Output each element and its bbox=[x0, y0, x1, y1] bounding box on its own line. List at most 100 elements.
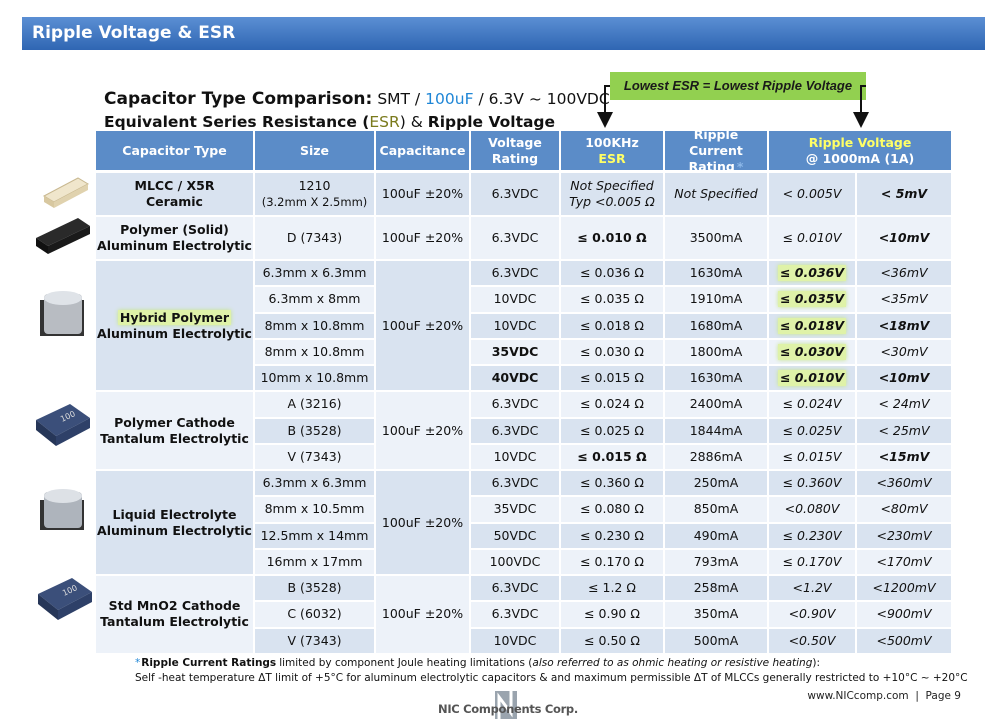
cell-line: Ceramic bbox=[135, 194, 215, 210]
cell-text: ≤ 0.230V bbox=[782, 527, 842, 543]
cell-text: Not Specified bbox=[570, 178, 654, 193]
cell-text: <15mV bbox=[878, 448, 930, 464]
cell-text: 6.3VDC bbox=[491, 580, 539, 596]
cell-text: Size bbox=[299, 142, 330, 158]
table-cell: V (7343) bbox=[255, 628, 374, 653]
cell-lines: Hybrid Polymer Aluminum Electrolytic bbox=[97, 309, 252, 342]
cell-text: 1800mA bbox=[689, 343, 743, 359]
table-cell: 100uF ±20% bbox=[376, 576, 469, 653]
cell-text: ≤ 0.036 Ω bbox=[580, 265, 644, 281]
table-cell: 6.3VDC bbox=[471, 602, 559, 627]
cell-text: 10mm x 10.8mm bbox=[260, 370, 369, 386]
cell-text: ≤ 0.015V bbox=[782, 448, 842, 464]
table-cell: ≤ 0.030 Ω bbox=[561, 339, 663, 364]
table-cell: ≤ 0.036V bbox=[769, 261, 855, 286]
cell-text: Std MnO2 Cathode bbox=[108, 598, 241, 614]
cell-line: Polymer Cathode bbox=[100, 415, 249, 431]
cell-text: 6.3VDC bbox=[491, 422, 539, 438]
cell-text: <170mV bbox=[876, 553, 932, 569]
cell-lines: Polymer (Solid) Aluminum Electrolytic bbox=[97, 222, 252, 254]
subtitle-part: ESR bbox=[369, 113, 400, 131]
cell-text: <30mV bbox=[880, 343, 928, 359]
table-cell: <0.50V bbox=[769, 628, 855, 653]
table-cell: 100uF ±20% bbox=[376, 217, 469, 259]
table-cell: Liquid Electrolyte Aluminum Electrolytic bbox=[96, 471, 253, 574]
table-cell: B (3528) bbox=[255, 576, 374, 601]
cell-text: 35VDC bbox=[491, 343, 539, 359]
cell-text: ≤ 0.010 Ω bbox=[577, 230, 647, 245]
table-cell: < 25mV bbox=[857, 418, 951, 443]
icon-aluminum bbox=[40, 489, 84, 530]
cell-text: <1.2V bbox=[792, 580, 832, 596]
footnote-part: ): bbox=[812, 657, 821, 669]
cell-text: Aluminum Electrolytic bbox=[97, 325, 252, 341]
cell-text: <1200mV bbox=[872, 580, 936, 596]
cell-text: <10mV bbox=[878, 370, 930, 386]
table-cell: 10VDC bbox=[471, 628, 559, 653]
cell-text: <360mV bbox=[876, 475, 932, 491]
table-cell: 12.5mm x 14mm bbox=[255, 523, 374, 548]
header-cell: Ripple Current Rating * bbox=[665, 127, 767, 174]
header-line: 100KHz bbox=[585, 135, 639, 151]
cell-text: < 25mV bbox=[878, 422, 930, 438]
cell-text: ≤ 0.230 Ω bbox=[580, 527, 644, 543]
cell-text: @ 1000mA (1A) bbox=[805, 150, 915, 166]
cell-text: Hybrid Polymer bbox=[117, 309, 232, 325]
header-line: Rating * bbox=[689, 159, 744, 175]
cell-text: 16mm x 17mm bbox=[266, 553, 363, 569]
table-cell: ≤ 0.015V bbox=[769, 444, 855, 469]
cell-text: 2886mA bbox=[689, 448, 743, 464]
table-cell: ≤ 0.230 Ω bbox=[561, 523, 663, 548]
table-cell: A (3216) bbox=[255, 392, 374, 417]
subtitle-part: / 6.3V ~ 100VDC bbox=[478, 90, 610, 108]
cell-line: Polymer (Solid) bbox=[97, 222, 252, 238]
cell-text: Aluminum Electrolytic bbox=[97, 238, 252, 253]
cell-text: <0.080V bbox=[784, 501, 840, 517]
cell-text: 100uF ±20% bbox=[381, 606, 464, 622]
table-cell: 35VDC bbox=[471, 497, 559, 522]
header-line: @ 1000mA (1A) bbox=[806, 151, 915, 167]
table-cell: < 24mV bbox=[857, 392, 951, 417]
table-cell: 1800mA bbox=[665, 339, 767, 364]
table-cell: ≤ 0.035V bbox=[769, 287, 855, 312]
cell-text: Not Specified bbox=[674, 186, 758, 201]
table-cell: 100uF ±20% bbox=[376, 471, 469, 574]
table-cell: ≤ 0.170 Ω bbox=[561, 549, 663, 574]
cell-text: 100uF ±20% bbox=[381, 422, 464, 438]
table-cell: ≤ 0.030V bbox=[769, 339, 855, 364]
footnote-part: * bbox=[135, 657, 141, 669]
table-cell: ≤ 0.360 Ω bbox=[561, 471, 663, 496]
cell-text: 6.3VDC bbox=[491, 475, 539, 491]
cell-text: ≤ 0.030 Ω bbox=[580, 343, 644, 359]
table-cell: <10mV bbox=[857, 366, 951, 391]
cell-text: <500mV bbox=[876, 632, 932, 648]
icon-hybrid bbox=[40, 291, 84, 336]
cell-text: 250mA bbox=[693, 475, 739, 491]
cell-text: ≤ 0.018V bbox=[777, 317, 847, 334]
table-cell: ≤ 0.230V bbox=[769, 523, 855, 548]
table-cell: 1630mA bbox=[665, 261, 767, 286]
cell-text: ≤ 0.025 Ω bbox=[580, 422, 644, 438]
subtitle-part: SMT / bbox=[377, 90, 421, 108]
table-cell: 6.3mm x 6.3mm bbox=[255, 471, 374, 496]
cell-text: ≤ 0.024 Ω bbox=[580, 396, 644, 412]
table-cell: 10VDC bbox=[471, 313, 559, 338]
cell-text: 12.5mm x 14mm bbox=[260, 527, 369, 543]
subtitle-line: Capacitor Type Comparison: SMT /100uF/ 6.… bbox=[104, 71, 615, 109]
cell-text: 2400mA bbox=[689, 396, 743, 412]
cell-text: 40VDC bbox=[491, 370, 539, 386]
cell-text: Tantalum Electrolytic bbox=[100, 614, 249, 630]
table-cell: <35mV bbox=[857, 287, 951, 312]
cell-text: ≤ 0.080 Ω bbox=[580, 501, 644, 517]
icon-polymer bbox=[36, 218, 90, 254]
table-cell: <0.080V bbox=[769, 497, 855, 522]
cell-text: Ripple Current bbox=[689, 126, 743, 158]
header-cell: Voltage Rating bbox=[471, 131, 559, 170]
cell-text: ≤ 0.015 Ω bbox=[577, 448, 647, 464]
cell-text: <230mV bbox=[876, 527, 932, 543]
header-line: Rating bbox=[492, 151, 538, 167]
cell-text: 50VDC bbox=[493, 527, 537, 543]
cell-line: Tantalum Electrolytic bbox=[100, 431, 249, 447]
cell-text: <10mV bbox=[878, 230, 930, 245]
table-cell: <230mV bbox=[857, 523, 951, 548]
